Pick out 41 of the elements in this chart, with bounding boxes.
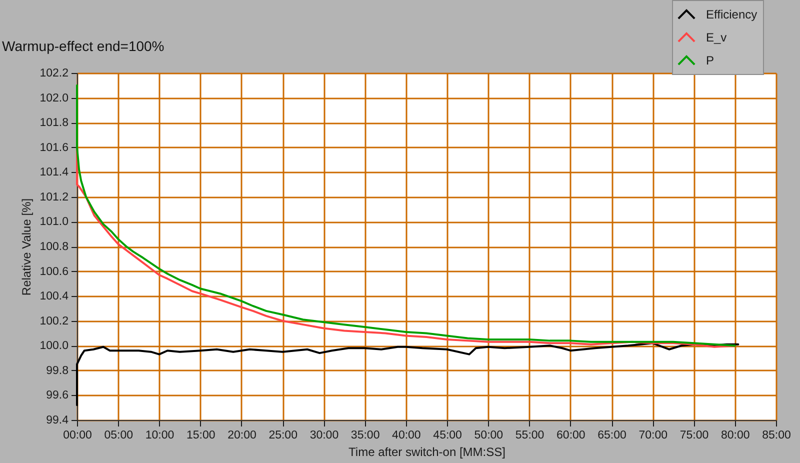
legend-label: P	[706, 54, 714, 68]
x-tick-label: 25:00	[268, 430, 298, 442]
legend-label: Efficiency	[706, 8, 758, 22]
x-tick-label: 65:00	[598, 430, 626, 442]
y-tick-label: 100.0	[40, 340, 68, 352]
x-tick-label: 85:00	[762, 430, 791, 442]
y-tick-label: 101.2	[40, 191, 68, 204]
y-tick-label: 100.4	[40, 290, 70, 303]
line-series	[76, 342, 740, 406]
chart-title: Warmup-effect end=100%	[2, 38, 164, 54]
y-tick-label: 102.2	[40, 68, 68, 80]
x-tick-label: 50:00	[474, 430, 504, 442]
y-tick-label: 99.4	[46, 414, 70, 426]
y-tick-label: 101.6	[40, 142, 68, 154]
y-tick-label: 101.4	[40, 166, 70, 179]
y-tick-label: 100.8	[40, 241, 68, 253]
x-tick-label: 80:00	[720, 430, 750, 442]
y-tick-label: 101.8	[40, 117, 68, 130]
x-tick-label: 40:00	[392, 430, 421, 442]
x-tick-label: 15:00	[186, 430, 216, 442]
legend-label: E_v	[706, 30, 727, 44]
x-tick-label: 70:00	[638, 430, 668, 442]
y-tick-label: 100.6	[40, 266, 68, 278]
x-tick-label: 35:00	[350, 430, 380, 442]
y-axis-title: Relative Value [%]	[20, 198, 34, 296]
x-tick-label: 00:00	[63, 430, 92, 442]
y-tick-label: 99.6	[46, 390, 68, 402]
x-tick-label: 75:00	[680, 430, 709, 442]
y-tick-label: 102.0	[40, 92, 68, 104]
y-tick-label: 99.8	[46, 364, 68, 377]
x-axis-title: Time after switch-on [MM:SS]	[348, 445, 506, 459]
x-tick-label: 55:00	[515, 430, 544, 442]
x-tick-label: 05:00	[104, 430, 134, 442]
x-tick-label: 20:00	[228, 430, 256, 442]
y-tick-label: 101.0	[40, 216, 68, 228]
x-tick-label: 30:00	[310, 430, 339, 442]
y-tick-label: 100.2	[40, 315, 68, 328]
x-tick-label: 60:00	[556, 430, 586, 442]
line-series	[76, 84, 736, 347]
x-tick-label: 45:00	[433, 430, 462, 442]
x-tick-label: 10:00	[145, 430, 174, 442]
